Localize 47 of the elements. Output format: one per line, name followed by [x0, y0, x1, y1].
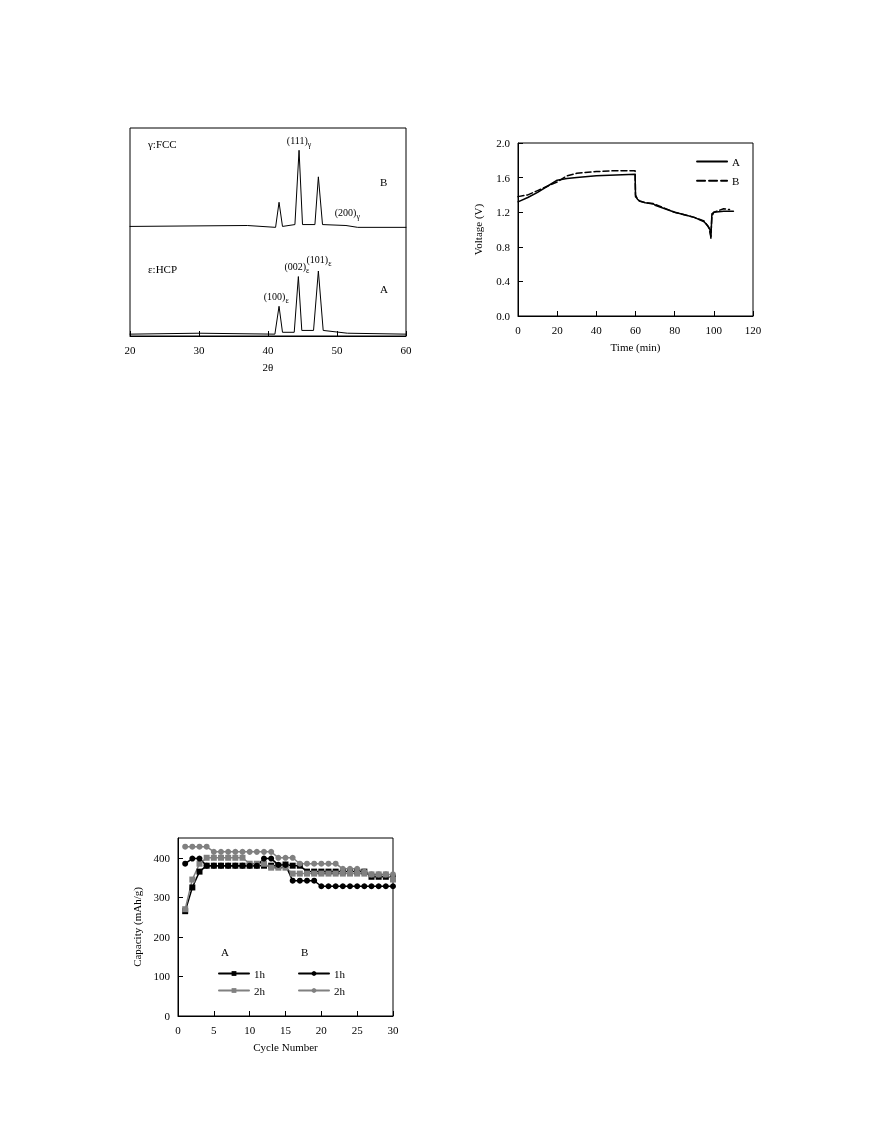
- annotation: A: [380, 282, 388, 295]
- legend-label: 2h: [254, 984, 266, 997]
- y-axis-title: Voltage (V): [471, 203, 485, 256]
- legend-label: 1h: [254, 967, 266, 980]
- x-tick-label: 20: [315, 1023, 328, 1036]
- x-axis-title: Time (min): [610, 340, 661, 354]
- x-tick-label: 30: [387, 1023, 399, 1036]
- y-axis-title: Capacity (mAh/g): [131, 886, 145, 967]
- x-tick-label: 10: [244, 1023, 256, 1036]
- annotation: B: [301, 945, 309, 958]
- x-tick-label: 60: [630, 323, 642, 336]
- y-tick-label: 2.0: [496, 137, 511, 149]
- annotation: A: [221, 945, 229, 958]
- x-tick-label: 50: [331, 343, 343, 356]
- x-tick-label: 0: [175, 1023, 182, 1036]
- annotation: B: [380, 175, 388, 188]
- y-tick-label: 400: [153, 851, 171, 864]
- x-tick-label: 25: [351, 1023, 364, 1036]
- y-tick-label: 200: [153, 930, 171, 943]
- y-tick-label: 0: [164, 1010, 171, 1022]
- x-tick-label: 30: [193, 343, 205, 356]
- y-tick-label: 0.8: [496, 240, 511, 253]
- x-axis-title: Cycle Number: [253, 1040, 319, 1053]
- legend-label: 2h: [334, 984, 346, 997]
- x-axis-title: 2θ: [262, 360, 274, 373]
- x-tick-label: 20: [551, 323, 564, 336]
- legend-label: A: [732, 155, 741, 168]
- y-tick-label: 0.0: [496, 310, 511, 322]
- x-tick-label: 100: [705, 323, 723, 336]
- x-tick-label: 5: [211, 1023, 218, 1036]
- x-tick-label: 20: [124, 343, 136, 356]
- legend-label: B: [732, 174, 740, 187]
- y-tick-label: 0.4: [496, 275, 511, 288]
- text: γ:FCC: [147, 137, 177, 150]
- x-tick-label: 0: [515, 323, 522, 336]
- x-tick-label: 15: [280, 1023, 292, 1036]
- annotation: ε:HCP: [148, 262, 178, 275]
- x-tick-label: 40: [590, 323, 603, 336]
- x-tick-label: 80: [669, 323, 681, 336]
- x-tick-label: 60: [400, 343, 412, 356]
- x-tick-label: 40: [262, 343, 274, 356]
- legend-label: 1h: [334, 967, 346, 980]
- x-tick-label: 120: [744, 323, 762, 336]
- y-tick-label: 100: [153, 970, 171, 983]
- y-tick-label: 1.2: [496, 206, 510, 219]
- y-tick-label: 1.6: [496, 171, 511, 184]
- y-tick-label: 300: [153, 891, 171, 904]
